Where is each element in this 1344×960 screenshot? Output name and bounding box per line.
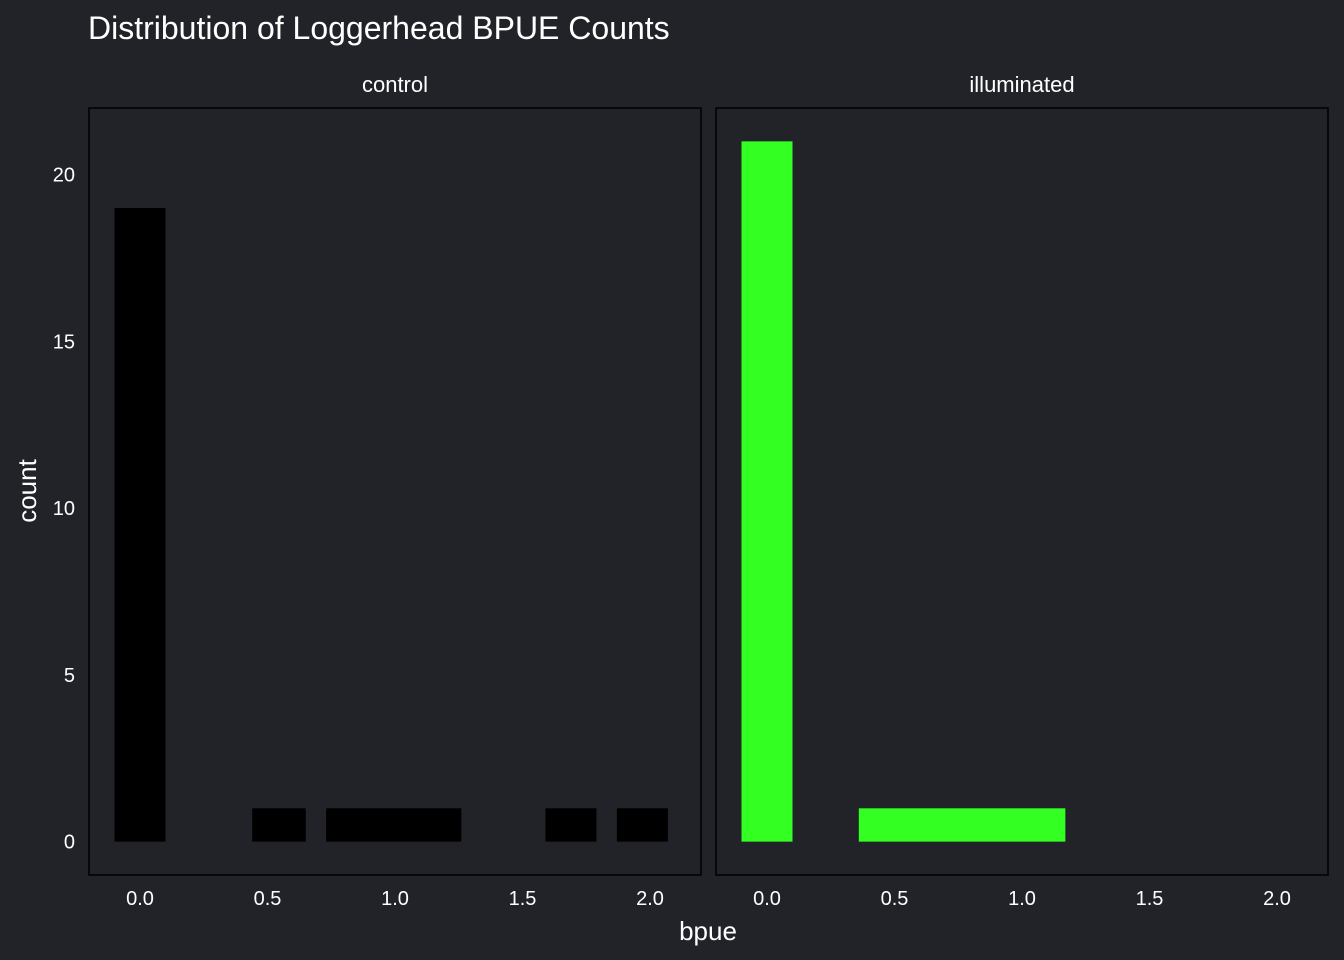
y-axis: 0 5 10 15 20 (53, 165, 75, 854)
histogram-bar (252, 808, 306, 842)
y-tick-label: 15 (53, 331, 75, 353)
panel-background (715, 107, 1329, 876)
y-tick-label: 20 (53, 165, 75, 187)
panel-background (88, 107, 702, 876)
histogram-bar (114, 208, 166, 842)
histogram-bar (545, 808, 597, 842)
facet-strip-label: control (362, 72, 428, 97)
y-axis-title: count (12, 458, 42, 522)
facet-strip-label: illuminated (969, 72, 1074, 97)
y-tick-label: 5 (64, 665, 75, 687)
facet-panels: control 0.0 0.5 1.0 1.5 2.0 illuminated 0.0 0.5 1… (88, 72, 1329, 910)
y-tick-label: 10 (53, 498, 75, 520)
facet-panel-illuminated: illuminated 0.0 0.5 1.0 1.5 2.0 (715, 72, 1329, 910)
facet-panel-control: control 0.0 0.5 1.0 1.5 2.0 (88, 72, 702, 910)
histogram-bar (741, 141, 793, 842)
chart-title: Distribution of Loggerhead BPUE Counts (88, 10, 670, 46)
histogram-bar (858, 808, 1066, 842)
x-axis-title: bpue (679, 916, 737, 946)
y-tick-label: 0 (64, 832, 75, 854)
x-tick-label: 0.5 (881, 888, 909, 910)
x-tick-label: 1.5 (1136, 888, 1164, 910)
x-tick-label: 2.0 (636, 888, 664, 910)
x-tick-label: 0.5 (254, 888, 282, 910)
x-tick-label: 2.0 (1263, 888, 1291, 910)
x-tick-label: 1.0 (381, 888, 409, 910)
histogram-bar (326, 808, 462, 842)
x-tick-label: 1.5 (509, 888, 537, 910)
x-tick-label: 0.0 (753, 888, 781, 910)
x-tick-label: 0.0 (126, 888, 154, 910)
x-tick-label: 1.0 (1008, 888, 1036, 910)
histogram-bar (616, 808, 668, 842)
